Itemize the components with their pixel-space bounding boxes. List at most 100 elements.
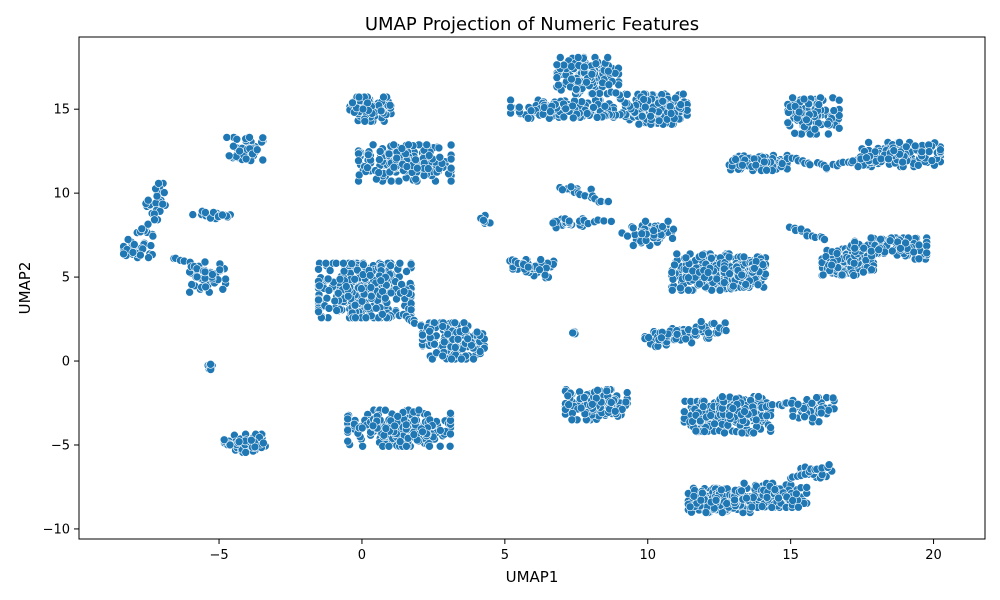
data-point (222, 133, 232, 142)
data-point (436, 426, 445, 435)
data-point (450, 343, 460, 352)
data-point (770, 485, 780, 494)
data-point (402, 267, 411, 276)
data-point (360, 117, 370, 126)
data-point (603, 53, 613, 62)
data-point (793, 399, 803, 409)
data-point (446, 416, 455, 425)
data-point (741, 280, 751, 289)
data-point (685, 502, 695, 512)
data-point (130, 240, 139, 249)
data-point (357, 423, 367, 433)
data-point (672, 249, 682, 259)
data-point (469, 354, 478, 364)
data-point (767, 503, 777, 512)
data-point (700, 427, 709, 436)
data-point (762, 411, 772, 421)
data-point (258, 133, 268, 143)
data-point (148, 231, 158, 241)
data-point (580, 62, 589, 72)
data-point (208, 270, 217, 279)
data-point (600, 102, 610, 111)
data-point (438, 351, 448, 361)
data-point (587, 69, 597, 79)
data-point (823, 119, 832, 129)
data-point (324, 286, 334, 295)
data-point (446, 154, 456, 164)
data-point (409, 430, 419, 439)
data-point (406, 305, 416, 315)
data-point (424, 151, 434, 160)
data-point (849, 271, 859, 280)
data-point (667, 268, 677, 277)
data-point (460, 325, 470, 335)
data-point (766, 423, 775, 432)
data-point (363, 163, 372, 172)
data-point (350, 274, 360, 284)
data-point (392, 294, 401, 304)
data-point (376, 276, 386, 286)
data-point (669, 224, 678, 234)
x-axis-label: UMAP1 (506, 568, 559, 586)
data-point (802, 115, 811, 125)
data-point (731, 155, 740, 164)
data-point (621, 397, 631, 407)
data-point (443, 329, 453, 339)
data-point (137, 224, 147, 234)
data-point (832, 249, 842, 258)
data-point (588, 89, 597, 98)
data-point (397, 144, 407, 153)
data-point (913, 161, 923, 170)
data-point (119, 249, 128, 259)
data-point (376, 106, 386, 116)
data-point (247, 435, 256, 445)
data-point (610, 406, 620, 416)
data-point (339, 258, 348, 268)
data-point (611, 88, 621, 98)
data-point (834, 124, 844, 133)
data-point (323, 274, 333, 284)
data-point (201, 208, 210, 217)
data-point (774, 493, 783, 503)
data-point (701, 508, 711, 517)
data-point (719, 278, 729, 287)
data-point (425, 326, 434, 336)
data-point (604, 197, 613, 206)
data-point (698, 250, 707, 260)
data-point (206, 359, 215, 369)
data-point (665, 102, 675, 111)
data-point (363, 302, 373, 312)
x-tick-label: 0 (358, 548, 366, 563)
data-point (637, 229, 647, 238)
data-point (587, 399, 597, 409)
data-point (347, 259, 357, 269)
data-point (354, 92, 364, 102)
data-point (876, 154, 886, 164)
data-point (807, 398, 817, 408)
data-point (866, 233, 876, 243)
data-point (150, 215, 159, 224)
data-point (350, 300, 360, 310)
data-point (799, 94, 809, 104)
data-point (827, 260, 836, 270)
data-point (546, 107, 555, 116)
data-point (241, 448, 250, 457)
data-point (914, 240, 924, 250)
data-point (321, 258, 331, 268)
data-point (315, 281, 324, 291)
data-point (644, 333, 653, 342)
data-point (641, 217, 650, 226)
data-point (802, 483, 812, 492)
data-point (225, 440, 235, 450)
data-point (848, 156, 858, 166)
data-point (724, 252, 734, 262)
data-point (901, 142, 911, 152)
data-point (696, 495, 706, 505)
data-point (548, 218, 558, 228)
data-point (363, 150, 373, 160)
data-point (730, 495, 739, 505)
data-point (867, 265, 876, 275)
data-point (224, 151, 234, 161)
data-point (666, 109, 676, 118)
data-point (187, 280, 196, 289)
